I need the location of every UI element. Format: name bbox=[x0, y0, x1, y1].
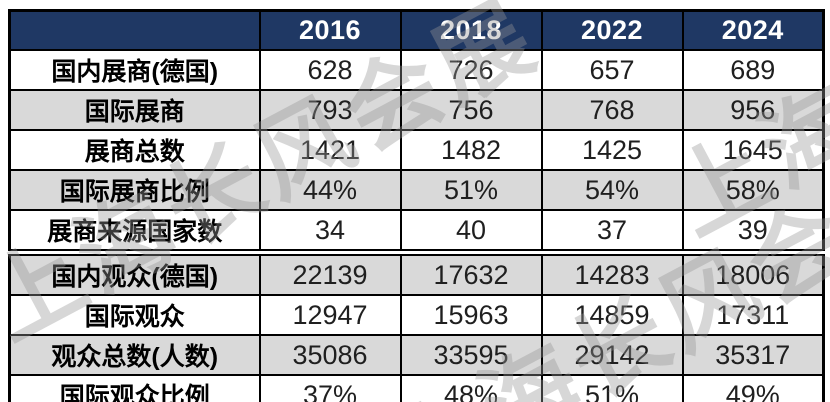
table-cell: 15963 bbox=[399, 294, 543, 336]
table-cell: 756 bbox=[399, 89, 543, 131]
table-cell: 33595 bbox=[399, 334, 543, 376]
row-label: 国内展商(德国) bbox=[8, 49, 261, 91]
header-cell-2018: 2018 bbox=[399, 9, 543, 51]
header-row: 2016 2018 2022 2024 bbox=[8, 9, 825, 51]
table-row-domestic-exhibitors: 国内展商(德国) 628 726 657 689 bbox=[8, 49, 825, 91]
table-cell: 39 bbox=[681, 209, 825, 254]
table-cell: 58% bbox=[681, 169, 825, 211]
table-cell: 29142 bbox=[540, 334, 684, 376]
table-cell: 793 bbox=[258, 89, 402, 131]
exhibition-statistics-table: 2016 2018 2022 2024 国内展商(德国) 628 726 657… bbox=[8, 9, 825, 402]
row-label: 国际展商比例 bbox=[8, 169, 261, 211]
table-row-total-visitors: 观众总数(人数) 35086 33595 29142 35317 bbox=[8, 334, 825, 376]
table-cell: 1482 bbox=[399, 129, 543, 171]
table-cell: 18006 bbox=[681, 249, 825, 296]
table-row-exhibitor-countries: 展商来源国家数 34 40 37 39 bbox=[8, 209, 825, 254]
table-cell: 657 bbox=[540, 49, 684, 91]
row-label: 国际观众 bbox=[8, 294, 261, 336]
table-row-international-visitors: 国际观众 12947 15963 14859 17311 bbox=[8, 294, 825, 336]
table-cell: 35317 bbox=[681, 334, 825, 376]
table-cell: 768 bbox=[540, 89, 684, 131]
table-cell: 37 bbox=[540, 209, 684, 254]
table-cell: 12947 bbox=[258, 294, 402, 336]
table-row-intl-exhibitor-ratio: 国际展商比例 44% 51% 54% 58% bbox=[8, 169, 825, 211]
row-label: 观众总数(人数) bbox=[8, 334, 261, 376]
header-cell-2022: 2022 bbox=[540, 9, 684, 51]
table-cell: 48% bbox=[399, 374, 543, 402]
row-label: 国内观众(德国) bbox=[8, 249, 261, 296]
table-cell: 1645 bbox=[681, 129, 825, 171]
table-cell: 689 bbox=[681, 49, 825, 91]
table-row-international-exhibitors: 国际展商 793 756 768 956 bbox=[8, 89, 825, 131]
table-cell: 51% bbox=[540, 374, 684, 402]
row-label: 展商总数 bbox=[8, 129, 261, 171]
table-cell: 22139 bbox=[258, 249, 402, 296]
table-cell: 17632 bbox=[399, 249, 543, 296]
table-cell: 726 bbox=[399, 49, 543, 91]
table-cell: 37% bbox=[258, 374, 402, 402]
table-cell: 628 bbox=[258, 49, 402, 91]
table-cell: 54% bbox=[540, 169, 684, 211]
header-cell-2016: 2016 bbox=[258, 9, 402, 51]
table-row-domestic-visitors: 国内观众(德国) 22139 17632 14283 18006 bbox=[8, 249, 825, 296]
header-cell-2024: 2024 bbox=[681, 9, 825, 51]
table-cell: 1421 bbox=[258, 129, 402, 171]
table-row-total-exhibitors: 展商总数 1421 1482 1425 1645 bbox=[8, 129, 825, 171]
table-cell: 40 bbox=[399, 209, 543, 254]
row-label: 国际展商 bbox=[8, 89, 261, 131]
row-label: 国际观众比例 bbox=[8, 374, 261, 402]
table-cell: 49% bbox=[681, 374, 825, 402]
table-cell: 1425 bbox=[540, 129, 684, 171]
table-cell: 14859 bbox=[540, 294, 684, 336]
table-cell: 44% bbox=[258, 169, 402, 211]
table-cell: 34 bbox=[258, 209, 402, 254]
table-cell: 17311 bbox=[681, 294, 825, 336]
table-cell: 51% bbox=[399, 169, 543, 211]
table-cell: 35086 bbox=[258, 334, 402, 376]
row-label: 展商来源国家数 bbox=[8, 209, 261, 254]
table-row-intl-visitor-ratio: 国际观众比例 37% 48% 51% 49% bbox=[8, 374, 825, 402]
table-cell: 14283 bbox=[540, 249, 684, 296]
header-cell-empty bbox=[8, 9, 261, 51]
table-cell: 956 bbox=[681, 89, 825, 131]
